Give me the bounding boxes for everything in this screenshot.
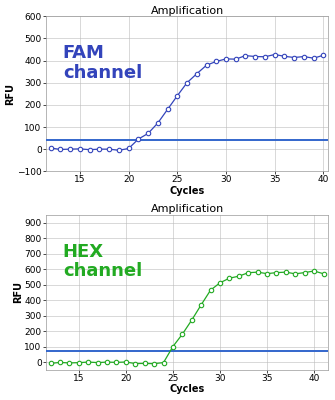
Title: Amplification: Amplification bbox=[150, 6, 224, 16]
X-axis label: Cycles: Cycles bbox=[170, 186, 205, 196]
Text: HEX
channel: HEX channel bbox=[63, 243, 142, 280]
X-axis label: Cycles: Cycles bbox=[170, 384, 205, 394]
Y-axis label: RFU: RFU bbox=[6, 83, 15, 105]
Text: FAM
channel: FAM channel bbox=[63, 44, 142, 82]
Y-axis label: RFU: RFU bbox=[13, 282, 23, 304]
Title: Amplification: Amplification bbox=[150, 204, 224, 214]
